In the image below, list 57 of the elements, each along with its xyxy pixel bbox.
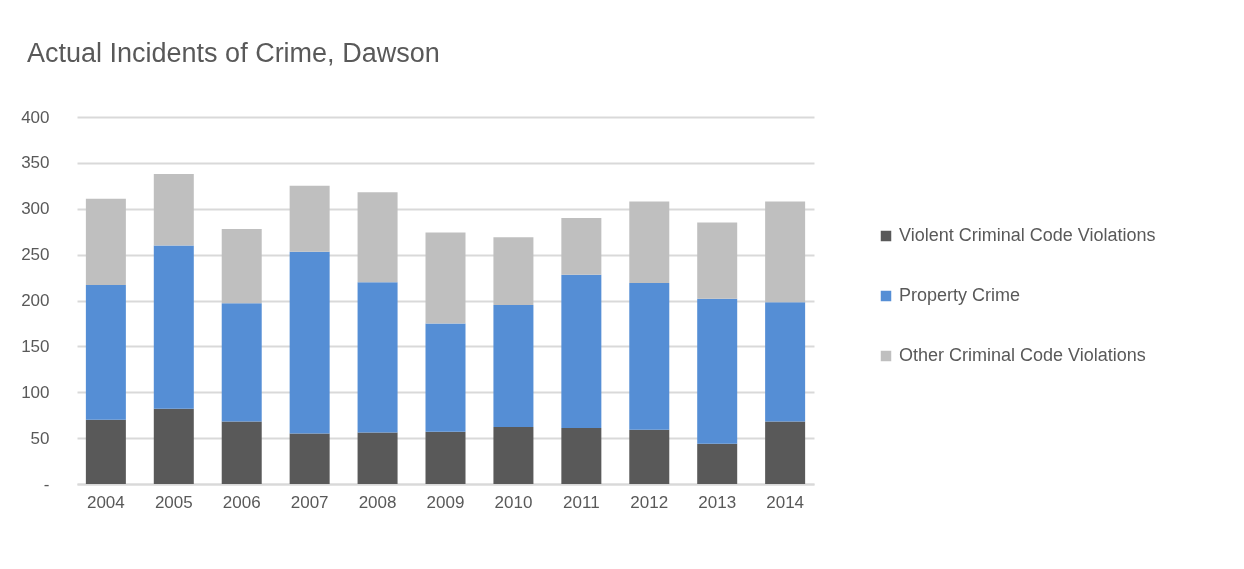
y-tick-label: 400: [21, 107, 50, 127]
bar: [765, 421, 806, 484]
y-tick-label: 200: [21, 291, 50, 310]
x-tick-label: 2004: [86, 492, 125, 512]
legend-label: Property Crime: [899, 285, 1021, 305]
bar: [697, 443, 738, 484]
bar: [153, 173, 194, 246]
bar: [221, 303, 262, 422]
bar: [425, 323, 466, 432]
y-tick-label: 150: [21, 336, 50, 356]
legend-label: Other Criminal Code Violations: [899, 345, 1146, 365]
bar: [629, 201, 670, 284]
y-tick-label: -: [43, 474, 50, 494]
bar: [357, 192, 398, 283]
bar: [425, 232, 466, 324]
x-tick-label: 2008: [358, 492, 397, 512]
x-tick-label: 2005: [154, 492, 193, 512]
x-tick-label: 2010: [494, 492, 533, 512]
bar: [765, 201, 806, 303]
bar: [697, 298, 738, 444]
bar: [289, 433, 330, 484]
bar: [289, 251, 330, 434]
y-tick-label: 100: [21, 382, 50, 402]
bar: [85, 198, 126, 285]
bar: [153, 408, 194, 484]
y-tick-label: 250: [21, 245, 50, 265]
x-tick-label: 2006: [222, 492, 261, 512]
legend-label: Violent Criminal Code Violations: [899, 225, 1156, 245]
bar: [221, 228, 262, 304]
bar: [629, 429, 670, 484]
bar: [561, 217, 602, 275]
bar: [561, 274, 602, 429]
bar: [425, 431, 466, 484]
bar: [153, 245, 194, 409]
bar: [289, 185, 330, 252]
x-tick-label: 2012: [630, 492, 669, 512]
bar: [493, 427, 534, 484]
y-tick-label: 350: [21, 153, 50, 173]
bar: [493, 305, 534, 428]
bar: [629, 283, 670, 430]
y-tick-label: 300: [21, 199, 50, 219]
bar: [221, 421, 262, 484]
bar: [493, 237, 534, 306]
x-tick-label: 2011: [563, 492, 600, 512]
bar: [357, 282, 398, 433]
x-tick-label: 2007: [290, 492, 329, 512]
x-tick-label: 2013: [698, 492, 737, 512]
bar: [85, 284, 126, 420]
x-tick-label: 2014: [766, 492, 805, 512]
bar: [85, 419, 126, 484]
chart-title: Actual Incidents of Crime, Dawson: [27, 38, 440, 68]
y-tick-label: 50: [30, 428, 50, 448]
bar: [765, 302, 806, 422]
bar: [561, 428, 602, 484]
bar: [697, 222, 738, 299]
bar: [357, 432, 398, 484]
x-tick-label: 2009: [426, 492, 465, 512]
